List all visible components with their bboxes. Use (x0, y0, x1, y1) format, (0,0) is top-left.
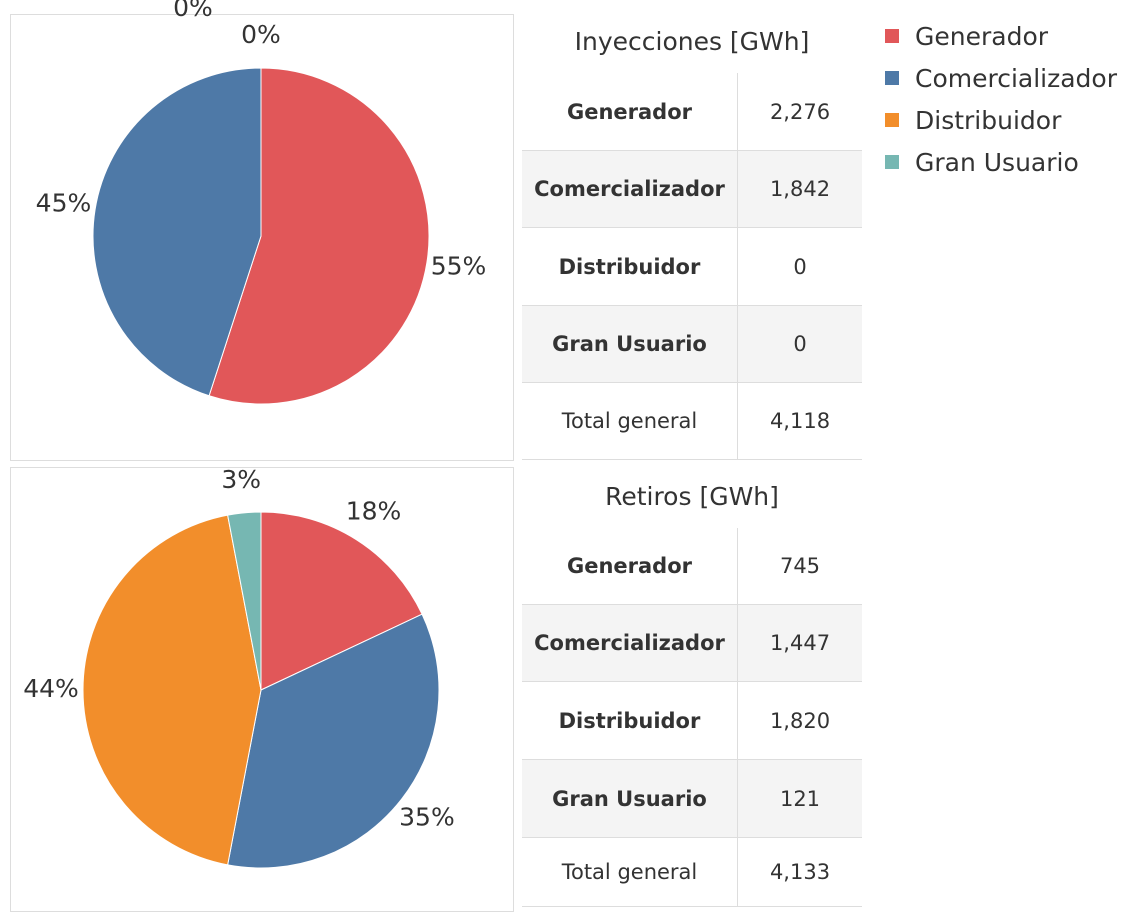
legend-label: Distribuidor (915, 105, 1062, 135)
table-row: Gran Usuario 0 (522, 306, 862, 383)
table-row: Generador 2,276 (522, 73, 862, 151)
legend-swatch (885, 29, 899, 43)
row-value: 1,447 (769, 631, 831, 655)
row-value: 1,842 (769, 177, 831, 201)
legend-swatch (885, 113, 899, 127)
pie-slice (227, 613, 440, 869)
table-title: Inyecciones [GWh] (574, 27, 810, 56)
table-row: Comercializador 1,842 (522, 151, 862, 228)
legend-label: Gran Usuario (915, 147, 1079, 177)
pie-slice (82, 514, 262, 866)
slice-label: 0% (173, 0, 213, 22)
legend-item: Generador (885, 20, 1048, 52)
pie-slice (92, 67, 262, 397)
row-value: 745 (779, 554, 821, 578)
slice-label: 44% (23, 674, 79, 703)
row-label: Comercializador (522, 151, 738, 227)
table-row: Comercializador 1,447 (522, 605, 862, 682)
legend-swatch (885, 155, 899, 169)
table-row: Total general 4,133 (522, 838, 862, 907)
row-value: 2,276 (769, 99, 831, 124)
table-row: Generador 745 (522, 528, 862, 605)
table-row: Gran Usuario 121 (522, 760, 862, 838)
table-row: Distribuidor 1,820 (522, 682, 862, 760)
legend-swatch (885, 71, 899, 85)
slice-label: 55% (431, 251, 487, 280)
pie-slice (208, 67, 430, 405)
row-value: 0 (793, 254, 807, 279)
row-value: 121 (779, 786, 821, 811)
legend-item: Comercializador (885, 62, 1117, 94)
slice-label: 35% (399, 803, 455, 832)
pie-slice (227, 511, 262, 691)
pie-slice (260, 511, 423, 691)
slice-label: 45% (36, 189, 92, 218)
pie-panel (10, 14, 514, 461)
row-label: Total general (522, 383, 738, 459)
slice-label: 3% (221, 465, 261, 494)
legend-item: Distribuidor (885, 104, 1061, 136)
legend-item: Gran Usuario (885, 146, 1079, 178)
row-value: 4,118 (769, 409, 831, 433)
slice-label: 18% (346, 497, 402, 526)
table-row: Distribuidor 0 (522, 228, 862, 306)
row-label: Gran Usuario (522, 306, 738, 382)
table-title: Retiros [GWh] (605, 482, 779, 511)
row-label: Generador (522, 528, 738, 604)
row-label: Generador (522, 73, 738, 150)
row-value: 1,820 (769, 708, 831, 733)
table-row: Total general 4,118 (522, 383, 862, 460)
row-label: Comercializador (522, 605, 738, 681)
slice-label: 0% (241, 20, 281, 49)
row-label: Gran Usuario (522, 760, 738, 837)
row-label: Distribuidor (522, 682, 738, 759)
row-value: 0 (793, 332, 807, 356)
legend-label: Generador (915, 21, 1049, 51)
row-label: Distribuidor (522, 228, 738, 305)
legend-label: Comercializador (915, 63, 1118, 93)
row-label: Total general (522, 838, 738, 906)
row-value: 4,133 (769, 860, 831, 884)
